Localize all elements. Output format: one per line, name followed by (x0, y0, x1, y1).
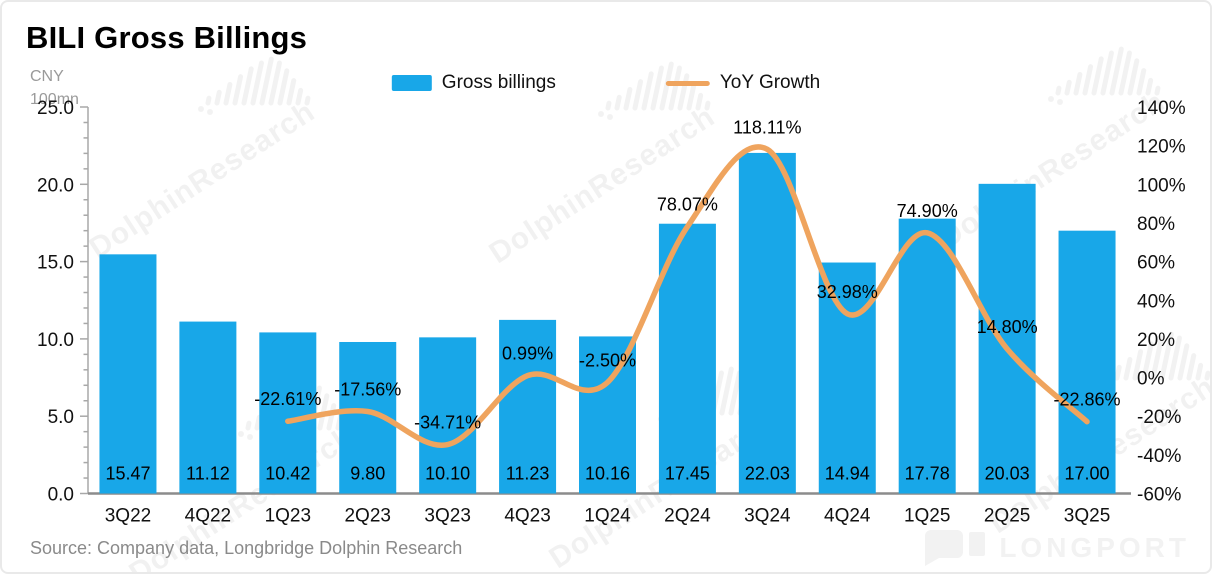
right-axis-tick-label: 100% (1137, 175, 1186, 196)
right-axis-tick-label: 20% (1137, 330, 1175, 351)
bar-value-label: 10.42 (265, 464, 310, 484)
y-axis-tick-label: 5.0 (48, 407, 74, 428)
bar-value-label: 17.00 (1065, 464, 1110, 484)
x-axis-tick-label: 4Q24 (824, 506, 871, 527)
yoy-growth-swatch (665, 80, 710, 86)
yoy-value-label: 14.80% (977, 317, 1038, 337)
bar-value-label: 20.03 (985, 464, 1030, 484)
bar (658, 223, 716, 494)
bar (259, 332, 317, 494)
x-axis-tick-label: 1Q24 (584, 506, 631, 527)
bar-value-label: 17.45 (665, 464, 710, 484)
x-axis-tick-label: 2Q23 (344, 506, 390, 527)
bar (1058, 230, 1116, 494)
legend-label: Gross billings (441, 72, 556, 93)
chart-title: BILI Gross Billings (26, 20, 308, 55)
bar-value-label: 10.16 (585, 464, 630, 484)
legend-item-gross-billings[interactable]: Gross billings (391, 72, 556, 94)
bar (499, 319, 557, 494)
yoy-value-label: -2.50% (579, 350, 636, 370)
bar (978, 183, 1036, 494)
right-axis-tick-label: 80% (1137, 214, 1175, 235)
bar-value-label: 15.47 (105, 464, 150, 484)
yoy-value-label: -22.86% (1054, 390, 1121, 410)
right-axis-tick-label: 120% (1137, 137, 1186, 158)
yoy-value-label: 0.99% (502, 344, 553, 364)
yoy-value-label: 32.98% (817, 282, 878, 302)
speech-bubble-icon (925, 530, 986, 566)
x-axis-tick-label: 4Q22 (185, 506, 231, 527)
bar (419, 337, 477, 494)
bar (738, 152, 796, 494)
longport-wordmark: LONGPORT (999, 532, 1190, 563)
y-axis-tick-label: 0.0 (48, 485, 74, 506)
gross-billings-swatch (391, 75, 432, 91)
yoy-value-label: 78.07% (657, 195, 718, 215)
bar-value-label: 17.78 (905, 464, 950, 484)
bar (99, 254, 157, 494)
legend-label: YoY Growth (719, 72, 821, 93)
right-axis-tick-label: 140% (1137, 98, 1186, 119)
legend: Gross billings YoY Growth (391, 72, 821, 94)
yoy-growth-line (285, 144, 1090, 448)
right-axis-tick-label: 40% (1137, 291, 1175, 312)
right-axis-tick-label: -60% (1137, 485, 1181, 506)
bar (898, 218, 956, 494)
y-axis-tick-label: 25.0 (37, 98, 74, 119)
x-axis-tick-label: 3Q22 (105, 506, 151, 527)
x-axis-tick-label: 3Q24 (744, 506, 791, 527)
bar-value-label: 11.23 (506, 464, 550, 484)
x-axis-tick-label: 4Q23 (504, 506, 550, 527)
bar-value-label: 11.12 (186, 464, 230, 484)
y-axis-tick-label: 10.0 (37, 330, 74, 351)
x-axis-tick-label: 3Q25 (1064, 506, 1110, 527)
yoy-value-label: 74.90% (897, 201, 958, 221)
unit-currency: CNY (30, 68, 64, 85)
longport-logo: LONGPORT (923, 530, 1190, 566)
y-axis-tick-label: 15.0 (37, 253, 74, 274)
right-axis-tick-label: 0% (1137, 369, 1165, 390)
bar (818, 262, 876, 494)
legend-item-yoy-growth[interactable]: YoY Growth (665, 72, 821, 94)
bar-value-label: 9.80 (350, 464, 385, 484)
source-note: Source: Company data, Longbridge Dolphin… (30, 538, 463, 558)
bar-value-label: 14.94 (825, 464, 870, 484)
yoy-value-label: -34.71% (414, 413, 481, 433)
yoy-value-label: -22.61% (254, 389, 321, 409)
right-axis-tick-label: 60% (1137, 253, 1175, 274)
axis-unit-label: CNY 100mn (30, 65, 79, 111)
x-axis-tick-label: 2Q25 (984, 506, 1030, 527)
bar-value-label: 10.10 (425, 464, 470, 484)
x-axis-tick-label: 1Q25 (904, 506, 950, 527)
x-axis-tick-label: 3Q23 (424, 506, 470, 527)
bar (179, 321, 237, 494)
right-axis-tick-label: -20% (1137, 407, 1181, 428)
x-axis-tick-label: 2Q24 (664, 506, 711, 527)
x-axis-tick-label: 1Q23 (265, 506, 311, 527)
right-axis-tick-label: -40% (1137, 446, 1181, 467)
bar (579, 336, 636, 494)
unit-scale: 100mn (30, 91, 79, 108)
yoy-value-label: 118.11% (733, 117, 801, 137)
bar-value-label: 22.03 (745, 464, 790, 484)
yoy-value-label: -17.56% (334, 379, 401, 399)
y-axis-tick-label: 20.0 (37, 175, 74, 196)
